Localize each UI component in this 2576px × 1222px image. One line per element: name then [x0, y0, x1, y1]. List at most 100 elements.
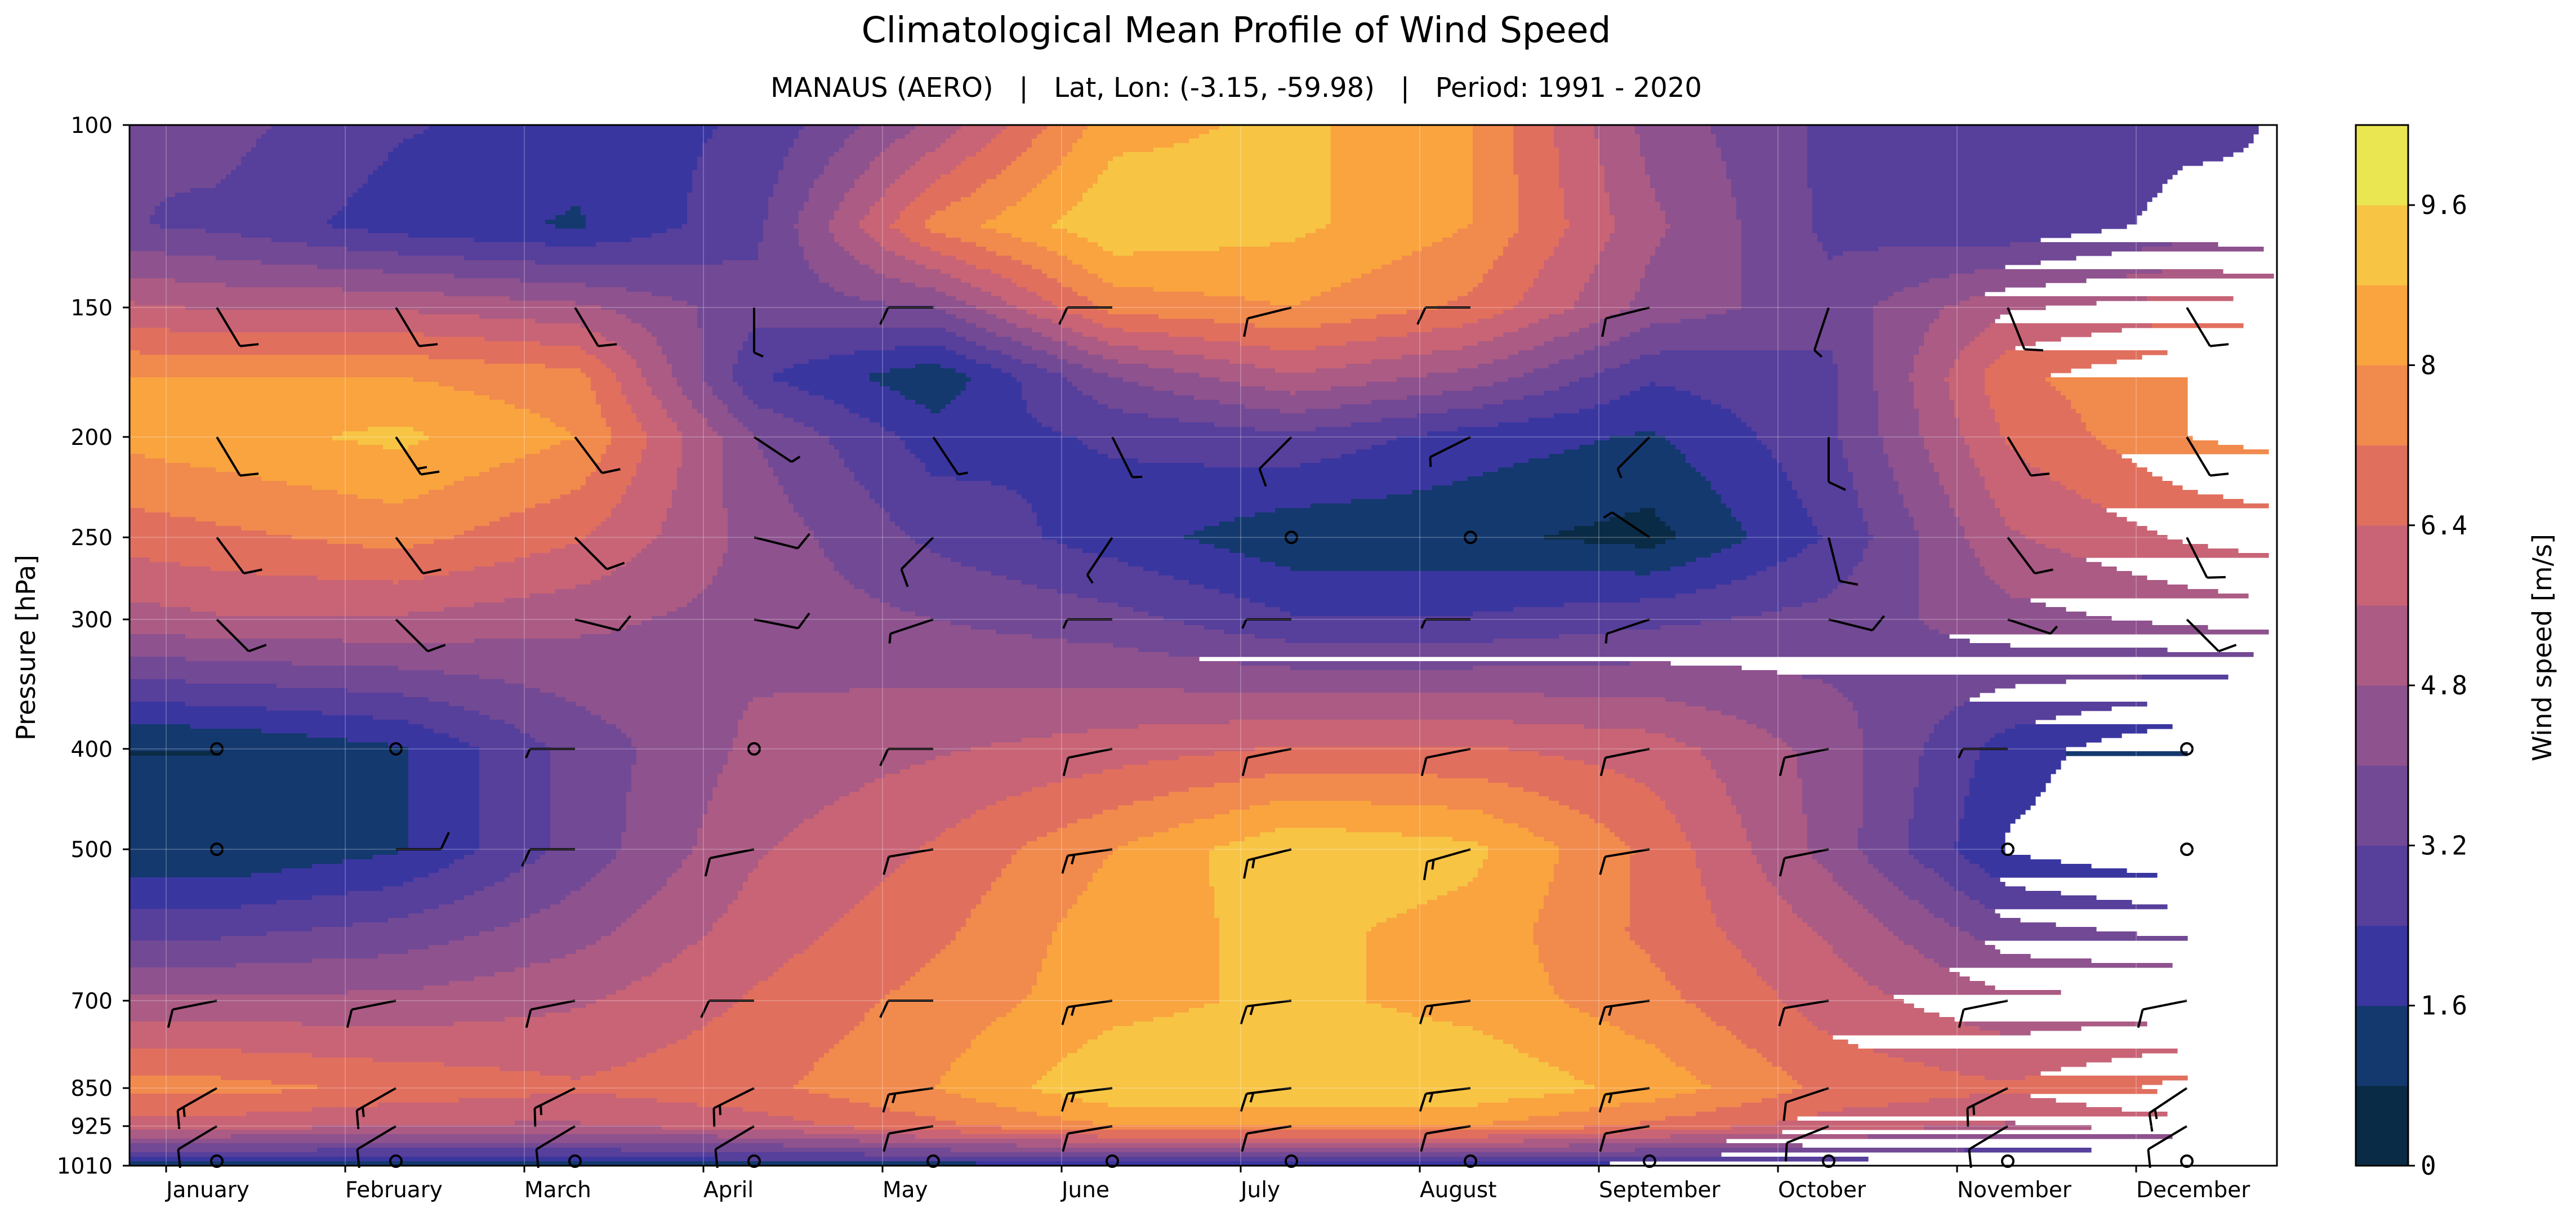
- heatmap-cell: [1898, 485, 1945, 490]
- heatmap-cell: [130, 179, 221, 184]
- heatmap-cell: [1351, 499, 1722, 504]
- heatmap-cell: [1103, 769, 1615, 774]
- heatmap-cell: [1640, 598, 1818, 603]
- heatmap-cell: [1975, 936, 2188, 941]
- heatmap-cell: [834, 238, 875, 243]
- heatmap-cell: [1473, 206, 1519, 211]
- heatmap-cell: [1518, 1049, 1661, 1054]
- heatmap-cell: [216, 184, 363, 189]
- heatmap-cell: [2172, 242, 2218, 247]
- heatmap-cell: [1331, 197, 1473, 202]
- heatmap-cell: [505, 877, 591, 882]
- heatmap-cell: [1493, 359, 1559, 364]
- heatmap-cell: [707, 139, 794, 144]
- wind-barb-staff: [1425, 1087, 1471, 1095]
- heatmap-cell: [373, 855, 465, 860]
- heatmap-cell: [1032, 787, 1189, 792]
- heatmap-cell: [1833, 877, 1889, 882]
- heatmap-cell: [1219, 918, 1387, 923]
- heatmap-cell: [545, 220, 586, 225]
- heatmap-cell: [1888, 877, 1945, 882]
- heatmap-cell: [606, 449, 642, 454]
- heatmap-cell: [626, 819, 703, 824]
- heatmap-cell: [702, 337, 748, 342]
- heatmap-cell: [1914, 382, 1950, 387]
- heatmap-cell: [1655, 193, 1732, 198]
- heatmap-cell: [403, 139, 708, 144]
- heatmap-cell: [591, 382, 622, 387]
- heatmap-cell: [1721, 148, 1808, 153]
- heatmap-cell: [1878, 409, 1919, 414]
- wind-barb-staff: [1813, 307, 1830, 351]
- heatmap-cell: [1665, 1053, 1762, 1058]
- heatmap-cell: [1812, 850, 1864, 855]
- heatmap-cell: [702, 148, 789, 153]
- heatmap-cell: [1630, 359, 1833, 364]
- heatmap-cell: [550, 792, 627, 797]
- heatmap-cell: [1630, 332, 1874, 337]
- heatmap-cell: [1082, 1098, 1509, 1103]
- heatmap-cell: [1741, 814, 1808, 819]
- heatmap-cell: [935, 1116, 1063, 1121]
- heatmap-cell: [408, 445, 551, 450]
- heatmap-cell: [1949, 494, 1990, 499]
- heatmap-cell: [1528, 1053, 1666, 1058]
- heatmap-cell: [1093, 368, 1174, 373]
- heatmap-cell: [408, 796, 480, 801]
- heatmap-cell: [682, 436, 723, 441]
- heatmap-cell: [1047, 247, 1103, 252]
- heatmap-cell: [444, 607, 678, 612]
- heatmap-cell: [2000, 431, 2092, 436]
- heatmap-cell: [1559, 157, 1600, 162]
- heatmap-cell: [550, 801, 627, 806]
- heatmap-cell: [738, 733, 1053, 738]
- heatmap-cell: [971, 377, 1017, 382]
- heatmap-cell: [1027, 409, 1124, 414]
- heatmap-cell: [1990, 323, 2152, 328]
- heatmap-cell: [1980, 900, 2132, 905]
- heatmap-cell: [130, 765, 409, 770]
- heatmap-cell: [2071, 404, 2188, 409]
- heatmap-cell: [864, 895, 982, 900]
- heatmap-cell: [130, 238, 272, 243]
- heatmap-cell: [231, 1134, 718, 1139]
- colorbar-segment: [2356, 1085, 2408, 1166]
- heatmap-cell: [1518, 229, 1565, 234]
- heatmap-cell: [1741, 418, 1838, 423]
- heatmap-cell: [951, 621, 1184, 626]
- heatmap-cell: [479, 796, 551, 801]
- heatmap-cell: [1579, 445, 1676, 450]
- heatmap-cell: [1990, 400, 2071, 405]
- heatmap-cell: [1493, 337, 1554, 342]
- heatmap-cell: [1919, 553, 1975, 558]
- heatmap-cell: [961, 238, 1022, 243]
- heatmap-cell: [484, 359, 601, 364]
- heatmap-cell: [1539, 792, 1656, 797]
- heatmap-cell: [1858, 711, 1950, 716]
- heatmap-cell: [1615, 224, 1671, 229]
- heatmap-cell: [910, 765, 1124, 770]
- heatmap-cell: [941, 251, 997, 256]
- heatmap-cell: [403, 882, 495, 887]
- heatmap-cell: [728, 904, 855, 909]
- heatmap-cell: [130, 413, 541, 418]
- heatmap-cell: [358, 440, 419, 445]
- heatmap-cell: [560, 440, 612, 445]
- wind-barb-staff: [1605, 1000, 1650, 1009]
- heatmap-cell: [130, 652, 1169, 657]
- wind-barb-flag: [1839, 579, 1859, 586]
- heatmap-cell: [885, 274, 951, 279]
- heatmap-cell: [1711, 130, 1808, 135]
- heatmap-cell: [1959, 927, 2097, 932]
- heatmap-cell: [1716, 769, 1798, 774]
- heatmap-cell: [1716, 490, 1798, 495]
- heatmap-cell: [418, 494, 561, 499]
- heatmap-cell: [702, 364, 733, 369]
- heatmap-cell: [1980, 332, 2092, 337]
- heatmap-cell: [424, 724, 515, 729]
- heatmap-cell: [586, 882, 667, 887]
- heatmap-cell: [961, 1130, 1620, 1135]
- wind-barb-staff: [216, 618, 249, 652]
- heatmap-cell: [641, 458, 683, 463]
- heatmap-cell: [1924, 864, 1980, 869]
